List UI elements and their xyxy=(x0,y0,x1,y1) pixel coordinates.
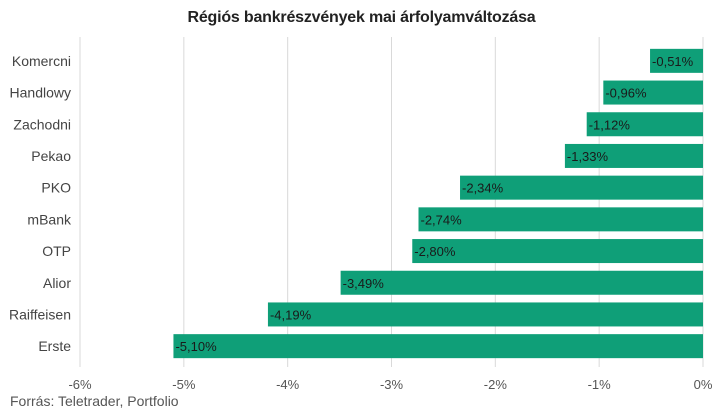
data-label: -2,34% xyxy=(462,181,504,196)
bar xyxy=(418,207,703,232)
x-tick-label: -4% xyxy=(276,377,300,392)
category-label: Raiffeisen xyxy=(9,306,71,322)
x-tick-label: -2% xyxy=(484,377,508,392)
x-tick-label: -3% xyxy=(380,377,404,392)
data-label: -3,49% xyxy=(343,276,385,291)
category-labels: Komercni Handlowy Zachodni Pekao PKO mBank OTP… xyxy=(9,53,72,354)
data-label: -2,74% xyxy=(420,212,462,227)
bar xyxy=(340,270,703,295)
data-label: -1,12% xyxy=(589,117,631,132)
data-label: -2,80% xyxy=(414,244,456,259)
bar xyxy=(564,143,703,168)
bar xyxy=(173,334,703,359)
chart-title: Régiós bankrészvények mai árfolyamváltoz… xyxy=(187,9,536,26)
category-label: Komercni xyxy=(12,53,71,69)
bar xyxy=(586,112,703,137)
data-label: -1,33% xyxy=(567,149,609,164)
x-tick-label: -5% xyxy=(172,377,196,392)
category-label: PKO xyxy=(41,180,71,196)
category-label: Alior xyxy=(43,275,71,291)
bars: -0,51% -0,96% -1,12% -1,33% -2,34% -2,74% -2,8… xyxy=(173,48,703,359)
bar xyxy=(603,80,703,105)
data-label: -5,10% xyxy=(175,339,217,354)
x-tick-label: -6% xyxy=(68,377,92,392)
category-label: OTP xyxy=(42,243,71,259)
category-label: Pekao xyxy=(31,148,71,164)
bar xyxy=(650,48,703,73)
x-tick-label: -1% xyxy=(588,377,612,392)
bar xyxy=(412,239,703,264)
category-label: Erste xyxy=(38,338,71,354)
bar xyxy=(460,175,703,200)
category-label: Zachodni xyxy=(13,116,71,132)
data-label: -4,19% xyxy=(270,307,312,322)
source-note: Forrás: Teletrader, Portfolio xyxy=(10,393,179,409)
category-label: Handlowy xyxy=(10,85,71,101)
x-axis-ticks: -6% -5% -4% -3% -2% -1% 0% xyxy=(68,377,712,392)
data-label: -0,96% xyxy=(605,86,647,101)
data-label: -0,51% xyxy=(652,54,694,69)
x-tick-label: 0% xyxy=(694,377,713,392)
bar xyxy=(267,302,703,327)
category-label: mBank xyxy=(27,211,72,227)
